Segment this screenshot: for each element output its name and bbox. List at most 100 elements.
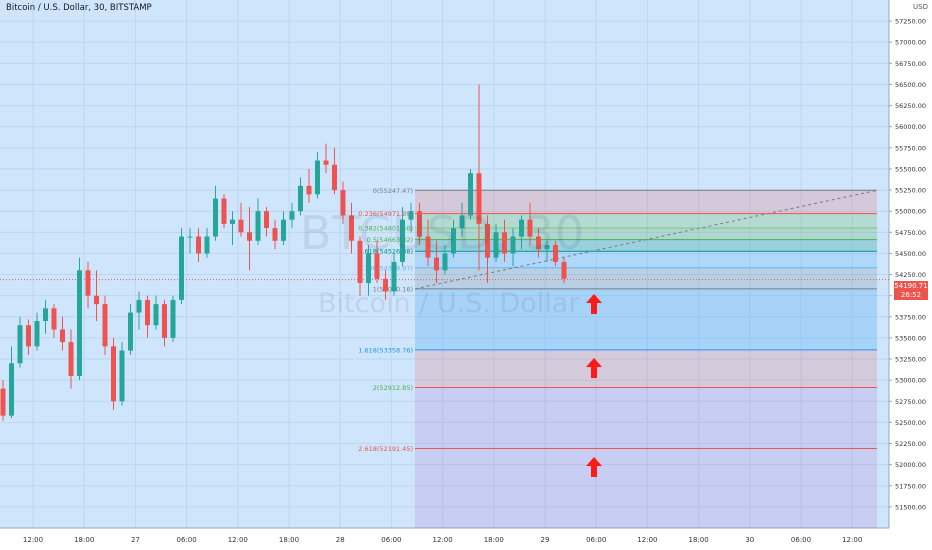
bar-countdown: 26:52 [900,291,922,299]
candle-body [213,198,218,237]
y-tick-label: 52000.00 [895,461,926,469]
candle-body [102,304,108,347]
candle-body [544,244,550,250]
y-tick-label: 55500.00 [895,165,926,173]
currency-label: USD [913,3,928,11]
x-tick-label: 29 [541,536,550,544]
fib-zone [415,251,877,268]
candle-body [26,325,31,347]
candle-body [272,228,278,241]
candle-body [298,185,303,212]
y-tick-label: 53500.00 [895,334,926,342]
candle-body [264,211,269,229]
candle-body [349,215,354,241]
candle-body [366,253,371,284]
candle-body [332,164,337,191]
x-tick-label: 12:00 [228,536,248,544]
up-arrow-icon [586,358,602,378]
candle-body [289,211,295,220]
y-tick-label: 51500.00 [895,503,926,511]
candle-body [170,299,176,338]
y-tick-label: 56750.00 [895,60,926,68]
last-price-value: 54190.71 [894,282,928,290]
symbol-watermark: BTCUSD, 30 [300,206,586,260]
x-tick-label: 12:00 [433,536,453,544]
x-tick-label: 06:00 [177,536,197,544]
fib-zone [415,239,877,252]
y-tick-label: 52250.00 [895,440,926,448]
candle-body [536,236,541,250]
candle-body [451,228,456,254]
candle-body [510,236,516,254]
candle-body [323,160,329,165]
y-tick-label: 54250.00 [895,271,926,279]
y-tick-label: 56000.00 [895,123,926,131]
fib-level-label: 0.382(54801.56) [358,224,413,232]
fib-level-label: 2.618(52191.45) [358,445,413,453]
x-tick-label: 18:00 [484,536,504,544]
candle-body [553,244,558,262]
candle-body [162,304,167,338]
candle-body [400,219,405,262]
fib-level-label: 0.236(54971.99) [358,210,413,218]
candle-body [468,173,473,216]
candle-body [221,198,227,224]
fib-trend-line [414,189,878,290]
fib-level-label: 0(55247.47) [373,187,413,195]
candle-body [434,257,439,271]
candle-body [34,321,40,347]
name-watermark: Bitcoin / U.S. Dollar [318,288,580,319]
candle-body [340,190,346,216]
candle-body [196,236,201,254]
y-tick-label: 53000.00 [895,377,926,385]
y-tick-label: 56250.00 [895,102,926,110]
y-tick-label: 55000.00 [895,208,926,216]
candle-body [485,223,490,258]
candle-body [527,219,533,237]
y-tick-label: 52750.00 [895,398,926,406]
y-tick-label: 52500.00 [895,419,926,427]
candle-body [561,261,567,279]
last-price-tag: 54190.71 26:52 [894,281,928,300]
fib-zone [415,267,877,289]
y-tick-label: 57250.00 [895,18,926,26]
candle-body [281,219,286,241]
x-tick-label: 06:00 [586,536,606,544]
candle-body [17,325,23,364]
candle-body [128,312,133,351]
candle-body [187,236,193,238]
candle-body [136,299,142,313]
candle-body [306,185,312,195]
fib-zone [415,349,877,388]
candle-body [408,211,414,220]
candle-body [238,219,244,233]
up-arrow-icon [586,294,602,314]
candle-body [43,308,48,322]
candle-body [493,232,499,258]
x-tick-label: 12:00 [23,536,43,544]
y-tick-label: 54750.00 [895,229,926,237]
y-tick-label: 56500.00 [895,81,926,89]
fib-zone [415,448,877,528]
candle-body [247,232,252,241]
candle-body [77,270,82,376]
candle-body [425,236,431,258]
candle-body [417,211,422,237]
candle-body [9,363,14,416]
fib-level-label: 0.5(54663.82) [367,236,413,244]
candle-body [60,329,65,343]
x-tick-label: 18:00 [689,536,709,544]
candle-body [315,160,320,195]
fib-zone [415,387,877,449]
x-tick-label: 18:00 [279,536,299,544]
candle-body [391,261,397,292]
candle-body [357,240,363,284]
y-tick-label: 57000.00 [895,39,926,47]
y-tick-label: 51750.00 [895,482,926,490]
x-tick-label: 12:00 [637,536,657,544]
y-tick-label: 53750.00 [895,313,926,321]
candle-body [204,236,210,254]
candle-body [119,350,125,402]
